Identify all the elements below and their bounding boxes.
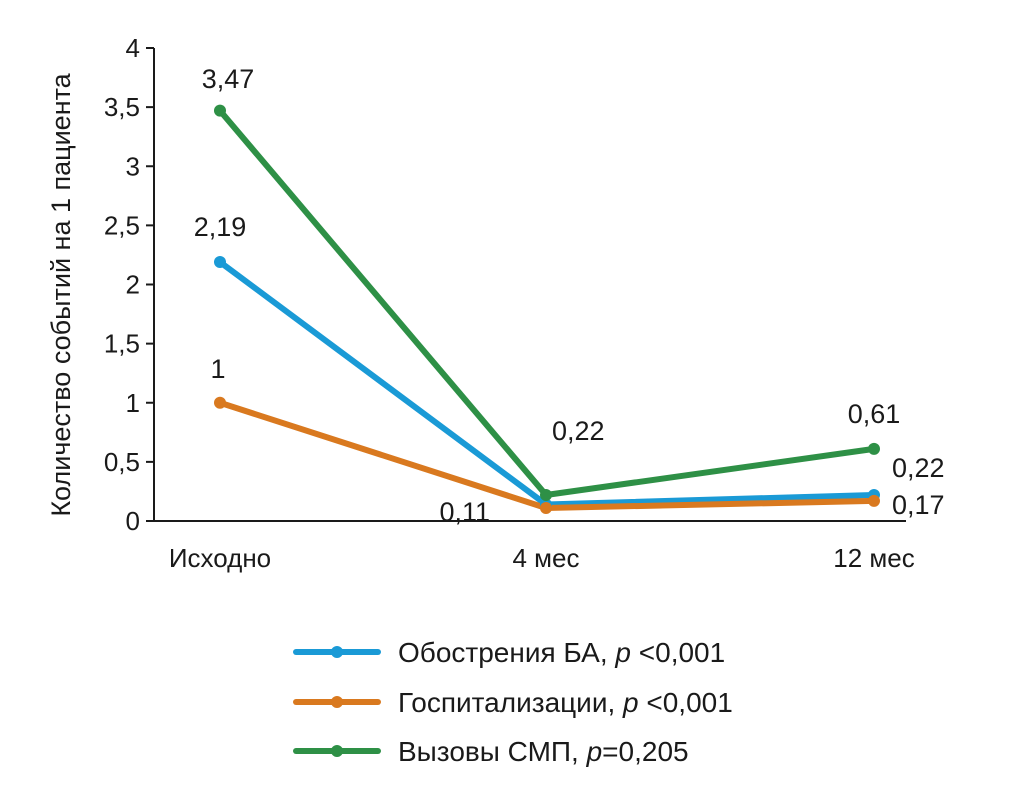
legend-item: Вызовы СМП, p=0,205 bbox=[293, 736, 689, 767]
legend-swatch-marker bbox=[331, 696, 343, 708]
data-point bbox=[540, 488, 552, 501]
data-label: 3,47 bbox=[202, 64, 255, 94]
data-label: 0,22 bbox=[892, 453, 945, 483]
data-label: 0,17 bbox=[892, 490, 945, 520]
y-axis-title: Количество событий на 1 пациента bbox=[46, 72, 76, 516]
series-points bbox=[214, 104, 880, 514]
data-point bbox=[540, 501, 552, 514]
y-tick-label: 3,5 bbox=[104, 92, 140, 122]
x-tick-label: Исходно bbox=[169, 543, 271, 573]
y-tick-label: 0,5 bbox=[104, 447, 140, 477]
data-point bbox=[214, 396, 226, 409]
data-point bbox=[868, 442, 880, 455]
data-label: 2,19 bbox=[194, 212, 247, 242]
x-tick-label: 12 мес bbox=[833, 543, 914, 573]
legend-label: Вызовы СМП, p=0,205 bbox=[398, 736, 689, 767]
data-point bbox=[868, 494, 880, 507]
legend-item: Обострения БА, p <0,001 bbox=[293, 637, 725, 668]
data-labels: 2,19 0,22 1 0,11 0,17 3,47 0,22 0,61 bbox=[194, 64, 945, 527]
data-label: 1 bbox=[210, 354, 225, 384]
series-lines bbox=[217, 107, 877, 511]
legend: Обострения БА, p <0,001 Госпитализации, p… bbox=[293, 637, 733, 767]
legend-label: Госпитализации, p <0,001 bbox=[398, 687, 733, 718]
y-tick-label: 2 bbox=[126, 270, 140, 300]
y-tick-label: 3 bbox=[126, 151, 140, 181]
y-tick-label: 4 bbox=[126, 33, 140, 63]
y-tick-label: 2,5 bbox=[104, 210, 140, 240]
legend-item: Госпитализации, p <0,001 bbox=[293, 687, 733, 718]
data-point bbox=[214, 104, 226, 117]
x-tick-label: 4 мес bbox=[512, 543, 579, 573]
data-label: 0,11 bbox=[439, 497, 490, 527]
y-tick-label: 1 bbox=[126, 388, 140, 418]
legend-swatch-marker bbox=[331, 745, 343, 757]
y-tick-label: 1,5 bbox=[104, 329, 140, 359]
series-line bbox=[217, 259, 877, 508]
legend-label: Обострения БА, p <0,001 bbox=[398, 637, 725, 668]
data-label: 0,61 bbox=[848, 399, 901, 429]
legend-swatch-marker bbox=[331, 646, 343, 658]
data-point bbox=[214, 256, 226, 269]
y-tick-label: 0 bbox=[126, 506, 140, 536]
data-label: 0,22 bbox=[552, 416, 605, 446]
axes: 0 0,5 1 1,5 2 2,5 3 3,5 4 Исходно 4 мес 12 мес Колич… bbox=[46, 33, 915, 573]
